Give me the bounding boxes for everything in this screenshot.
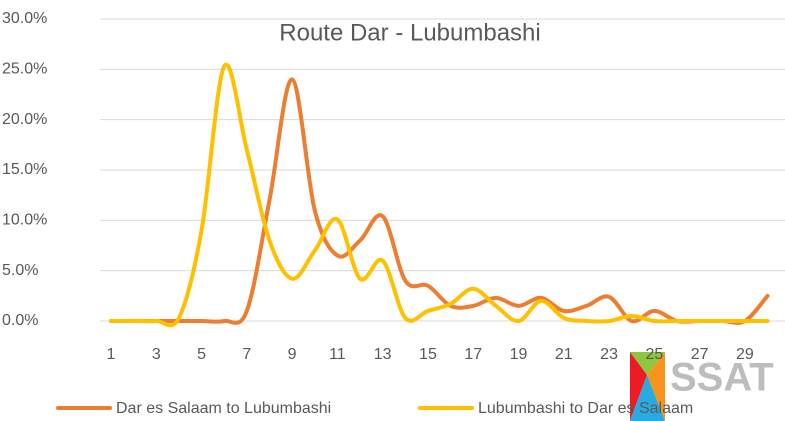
x-tick-label: 13	[374, 346, 392, 363]
logo-shape	[630, 352, 647, 421]
grid	[100, 18, 785, 322]
x-tick-label: 15	[419, 346, 437, 363]
x-tick-label: 25	[645, 346, 663, 363]
x-tick-label: 3	[152, 346, 161, 363]
y-tick-label: 25.0%	[2, 61, 47, 78]
y-tick-label: 5.0%	[2, 262, 38, 279]
legend-label: Lubumbashi to Dar es Salaam	[478, 400, 693, 417]
series-line	[109, 62, 770, 328]
logo-text: SSAT	[670, 356, 774, 400]
x-tick-label: 5	[197, 346, 206, 363]
y-tick-label: 20.0%	[2, 111, 47, 128]
logo: SSAT	[630, 352, 774, 421]
series-line	[109, 77, 770, 325]
x-tick-label: 21	[555, 346, 573, 363]
y-tick-label: 10.0%	[2, 212, 47, 229]
x-tick-label: 23	[600, 346, 618, 363]
legend-label: Dar es Salaam to Lubumbashi	[116, 400, 331, 417]
y-tick-label: 30.0%	[2, 10, 47, 27]
x-tick-label: 9	[288, 346, 297, 363]
y-tick-label: 0.0%	[2, 312, 38, 329]
x-tick-label: 17	[464, 346, 482, 363]
logo-shape	[630, 375, 665, 421]
chart-title: Route Dar - Lubumbashi	[279, 19, 540, 46]
x-tick-label: 27	[691, 346, 709, 363]
x-tick-label: 29	[736, 346, 754, 363]
x-tick-label: 11	[329, 346, 346, 363]
y-tick-label: 15.0%	[2, 161, 47, 178]
logo-shape	[647, 352, 665, 421]
x-tick-label: 19	[510, 346, 528, 363]
logo-shape	[630, 352, 665, 375]
x-tick-label: 1	[107, 346, 116, 363]
x-tick-label: 7	[242, 346, 251, 363]
